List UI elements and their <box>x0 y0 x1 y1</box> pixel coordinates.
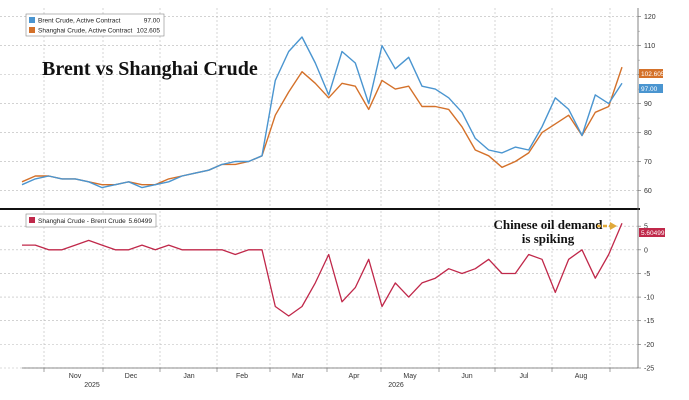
bottom-y-axis-ticks: -25 -20 -15 -10 -5 0 5 <box>638 224 654 373</box>
x-tick-label: Dec <box>125 373 138 380</box>
shanghai-value-badge <box>639 69 663 78</box>
bottom-panel-series <box>22 223 623 317</box>
annotation-line-1: Chinese oil demand <box>493 217 603 232</box>
top-legend: Brent Crude, Active Contract 97.00 Shang… <box>25 13 165 37</box>
bottom-y-tick-label: 0 <box>644 247 648 254</box>
top-y-tick-label: 110 <box>644 43 655 50</box>
annotation-line-2: is spiking <box>522 231 575 246</box>
brent-legend-value: 97.00 <box>144 18 161 25</box>
x-tick-label: Aug <box>575 373 588 380</box>
brent-line <box>21 36 623 189</box>
x-year-label: 2026 <box>388 382 404 389</box>
bottom-y-tick-label: -25 <box>644 366 654 373</box>
top-panel-series <box>21 36 623 189</box>
shanghai-legend-value: 102.605 <box>137 28 161 35</box>
x-tick-label: Jan <box>183 373 194 380</box>
chart-title: Brent vs Shanghai Crude <box>42 58 258 80</box>
bottom-y-tick-label: -15 <box>644 318 654 325</box>
x-tick-label: May <box>403 373 417 380</box>
spread-legend-label: Shanghai Crude - Brent Crude <box>38 218 126 225</box>
x-axis-ticks: Nov Dec Jan Feb Mar Apr May Jun Jul Aug 2025 2026 <box>43 368 611 389</box>
x-tick-label: Mar <box>292 373 305 380</box>
shanghai-legend-swatch <box>29 27 35 33</box>
x-tick-label: Nov <box>69 373 82 380</box>
top-y-tick-label: 70 <box>644 159 652 166</box>
spread-legend-value: 5.60499 <box>129 218 153 225</box>
top-badges: 102.605 97.00 <box>639 69 665 93</box>
top-y-tick-label: 80 <box>644 130 652 137</box>
x-tick-label: Jul <box>520 373 529 380</box>
x-tick-label: Apr <box>349 373 361 380</box>
brent-value-badge-text: 97.00 <box>641 86 658 93</box>
annotation-arrow-head <box>610 222 617 230</box>
bottom-legend: Shanghai Crude - Brent Crude 5.60499 <box>25 213 157 228</box>
spread-value-badge <box>639 228 665 237</box>
top-y-tick-label: 60 <box>644 188 652 195</box>
top-legend-box <box>25 13 165 37</box>
shanghai-legend-label: Shanghai Crude, Active Contract <box>38 28 132 35</box>
top-y-tick-label: 90 <box>644 101 652 108</box>
bottom-badges: 5.60499 <box>639 228 665 237</box>
shanghai-value-badge-text: 102.605 <box>641 71 665 78</box>
bottom-y-tick-label: -20 <box>644 342 654 349</box>
brent-legend-swatch <box>29 17 35 23</box>
x-tick-label: Feb <box>236 373 248 380</box>
spread-legend-swatch <box>29 217 35 223</box>
brent-value-badge <box>639 84 663 93</box>
x-year-label: 2025 <box>84 382 100 389</box>
annotation-arrow <box>597 222 617 230</box>
top-y-tick-label: 120 <box>644 14 656 21</box>
x-tick-label: Jun <box>461 373 472 380</box>
bottom-y-tick-label: 5 <box>644 224 648 231</box>
bottom-y-tick-label: -5 <box>644 271 650 278</box>
brent-legend-label: Brent Crude, Active Contract <box>38 18 121 25</box>
bottom-y-tick-label: -10 <box>644 295 654 302</box>
spread-line <box>22 223 623 317</box>
spread-value-badge-text: 5.60499 <box>641 230 665 237</box>
bottom-legend-box <box>25 213 157 228</box>
